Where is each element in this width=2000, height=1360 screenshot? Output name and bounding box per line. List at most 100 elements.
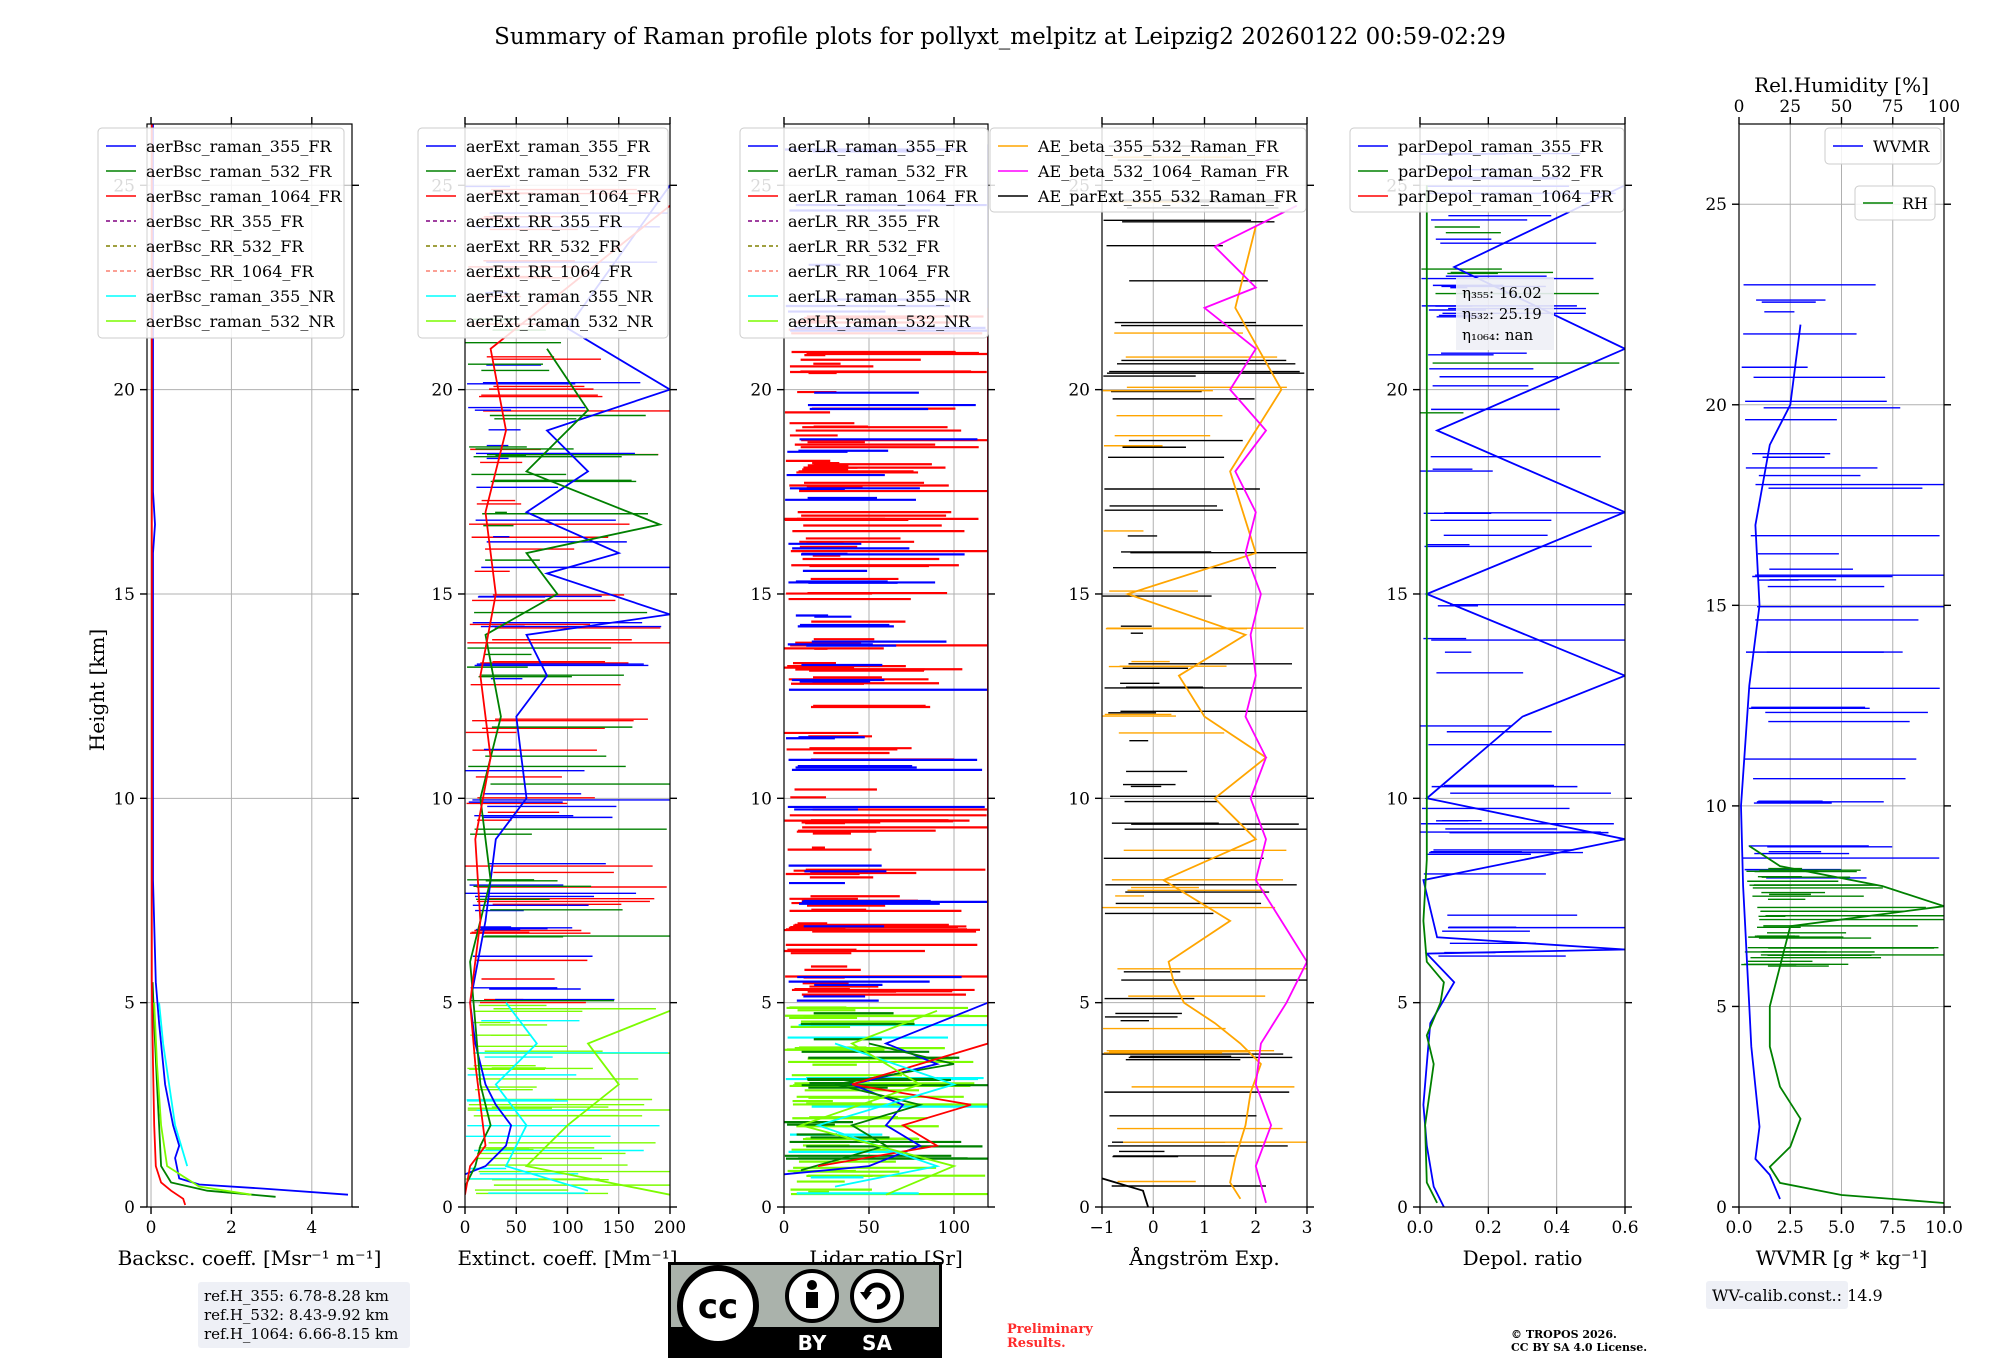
series-line-aerExt_raman_532_FR [465,348,663,1188]
series-line-aerExt_raman_532_NR [524,1009,670,1196]
legend-label: aerLR_raman_355_NR [788,287,971,306]
x-tick-label: 0 [460,1218,471,1238]
y-tick-label: 5 [1397,994,1408,1014]
legend-label: aerLR_RR_1064_FR [788,262,950,281]
depol-axes-frame [1419,123,1626,1208]
x-tick-label: 150 [603,1218,635,1238]
y-tick-label: 20 [1705,396,1727,416]
ae-panel: −101230510152025Ångström Exp.AE_beta_355… [989,117,1314,1270]
wv-legend[interactable]: WVMR RH [1824,127,1942,221]
y-tick-label: 20 [1068,381,1090,401]
lr-panel: 0501000510152025Lidar ratio [Sr]aerLR_ra… [739,117,995,1270]
y-tick-label: 15 [1386,585,1408,605]
series-line-aerBsc_raman_532_NR [153,1002,252,1196]
ref-height-box: ref.H_355: 6.78-8.28 km ref.H_532: 8.43-… [198,1282,410,1348]
y-tick-label: 10 [1068,789,1090,809]
depol-panel: 0.00.20.40.60510152025Depol. ratioparDep… [1349,117,1639,1270]
x-tick-label: 100 [938,1218,970,1238]
share-alike-icon [850,1269,904,1323]
x-tick-label: 0.2 [1475,1218,1502,1238]
legend-label: aerExt_raman_1064_FR [466,187,661,206]
legend-label: AE_beta_355_532_Raman_FR [1037,137,1279,156]
y-tick-label: 15 [1705,596,1727,616]
y-tick-label: 5 [442,994,453,1014]
series-line-WVMR [1740,324,1802,1200]
legend-label: aerBsc_raman_1064_FR [146,187,343,206]
ae-legend[interactable]: AE_beta_355_532_Raman_FR AE_beta_532_1064… [989,127,1307,213]
wv-x-axis-label: WVMR [g * kg⁻¹] [1756,1246,1928,1270]
legend-label: aerExt_raman_532_NR [466,312,654,331]
ref-height-532: ref.H_532: 8.43-9.92 km [204,1306,389,1324]
y-tick-label: 20 [113,381,135,401]
wv-panel: 0.0 2.5 5.0 7.5 10.0 0 5 10 15 20 25 0 25 50 75 100Rel.… [1705,73,1963,1270]
legend-label: WVMR [1873,137,1930,156]
y-tick-label: 25 [1705,195,1727,215]
y-tick-label: 5 [124,994,135,1014]
x-tick-label: 50 [505,1218,527,1238]
cc-icon [677,1265,759,1347]
series-line-parDepol_raman_532_FR [1422,185,1445,1204]
legend-label: aerExt_RR_1064_FR [466,262,633,281]
x-tick-label: 0 [1148,1218,1159,1238]
legend-label: aerLR_raman_532_FR [788,162,968,181]
ae-x-axis-label: Ångström Exp. [1128,1245,1279,1270]
series-line-AE_parExt_355_532_Raman_FR [1102,1177,1149,1207]
x-tick-label: 100 [551,1218,583,1238]
series-line-AE_beta_532_1064_Raman_FR [1202,204,1307,1204]
depol-x-axis-label: Depol. ratio [1463,1246,1583,1270]
x-tick-label: 0.6 [1611,1218,1638,1238]
bsc-legend[interactable]: aerBsc_raman_355_FR aerBsc_raman_532_FRae… [97,127,345,339]
legend-label: parDepol_raman_1064_FR [1398,187,1614,206]
series-line-aerLR_raman_532_FR [800,1042,955,1172]
y-tick-label: 5 [1716,997,1727,1017]
depol-annotation: η₃₅₅: 16.02 η₅₃₂: 25.19 η₁₀₆₄: nan [1456,278,1554,350]
depol-legend[interactable]: parDepol_raman_355_FR parDepol_raman_532_… [1349,127,1625,213]
y-tick-label: 0 [124,1198,135,1218]
y-tick-label: 10 [1386,789,1408,809]
top-x-tick-label: 100 [1928,97,1960,117]
series-line-aerExt_raman_1064_FR [465,204,670,1195]
ext-legend[interactable]: aerExt_raman_355_FR aerExt_raman_532_FRae… [417,127,669,339]
legend-label: aerExt_raman_355_NR [466,287,654,306]
series-line-aerLR_raman_1064_FR [817,307,988,1167]
legend-label: aerExt_raman_532_FR [466,162,651,181]
ext-panel: 0501001502000510152025Extinct. coeff. [M… [417,117,686,1270]
lr-legend[interactable]: aerLR_raman_355_FR aerLR_raman_532_FR aerL… [739,127,989,339]
x-tick-label: 2 [1250,1218,1261,1238]
preliminary-line-1: Preliminary [1007,1322,1093,1337]
x-tick-label: 200 [654,1218,686,1238]
legend-label: parDepol_raman_355_FR [1398,137,1604,156]
series-line-aerBsc_raman_1064_FR [150,124,187,1206]
legend-label: AE_beta_532_1064_Raman_FR [1037,162,1289,181]
legend-label: aerBsc_raman_355_FR [146,137,332,156]
x-tick-label: 0.4 [1543,1218,1570,1238]
x-tick-label: 2 [226,1218,237,1238]
x-tick-label: 3 [1302,1218,1313,1238]
series-line-aerBsc_raman_355_FR [152,124,349,1196]
annotation-line: η₅₃₂: 25.19 [1462,305,1542,323]
x-tick-label: 5.0 [1828,1218,1855,1238]
legend-label: aerLR_RR_355_FR [788,212,940,231]
top-x-tick-label: 0 [1734,97,1745,117]
y-tick-label: 15 [1068,585,1090,605]
series-line-aerExt_raman_355_FR [465,184,670,1176]
y-tick-label: 15 [750,585,772,605]
legend-label: parDepol_raman_532_FR [1398,162,1604,181]
series-line-AE_beta_355_532_Raman_FR [1124,225,1283,1200]
y-tick-label: 15 [431,585,453,605]
x-tick-label: 2.5 [1777,1218,1804,1238]
legend-label: AE_parExt_355_532_Raman_FR [1037,187,1298,206]
top-x-tick-label: 75 [1882,97,1904,117]
y-tick-label: 20 [431,381,453,401]
bsc-axes-frame [146,123,353,1208]
annotation-line: η₁₀₆₄: nan [1462,326,1533,344]
top-x-tick-label: 50 [1831,97,1853,117]
series-line-RH [1748,845,1944,1204]
y-tick-label: 0 [761,1198,772,1218]
series-line-aerLR_raman_355_NR [815,1042,957,1188]
x-tick-label: 7.5 [1879,1218,1906,1238]
cc-license-badge[interactable]: cc BY SA [668,1262,942,1358]
y-tick-label: 0 [1716,1198,1727,1218]
y-tick-label: 10 [431,789,453,809]
